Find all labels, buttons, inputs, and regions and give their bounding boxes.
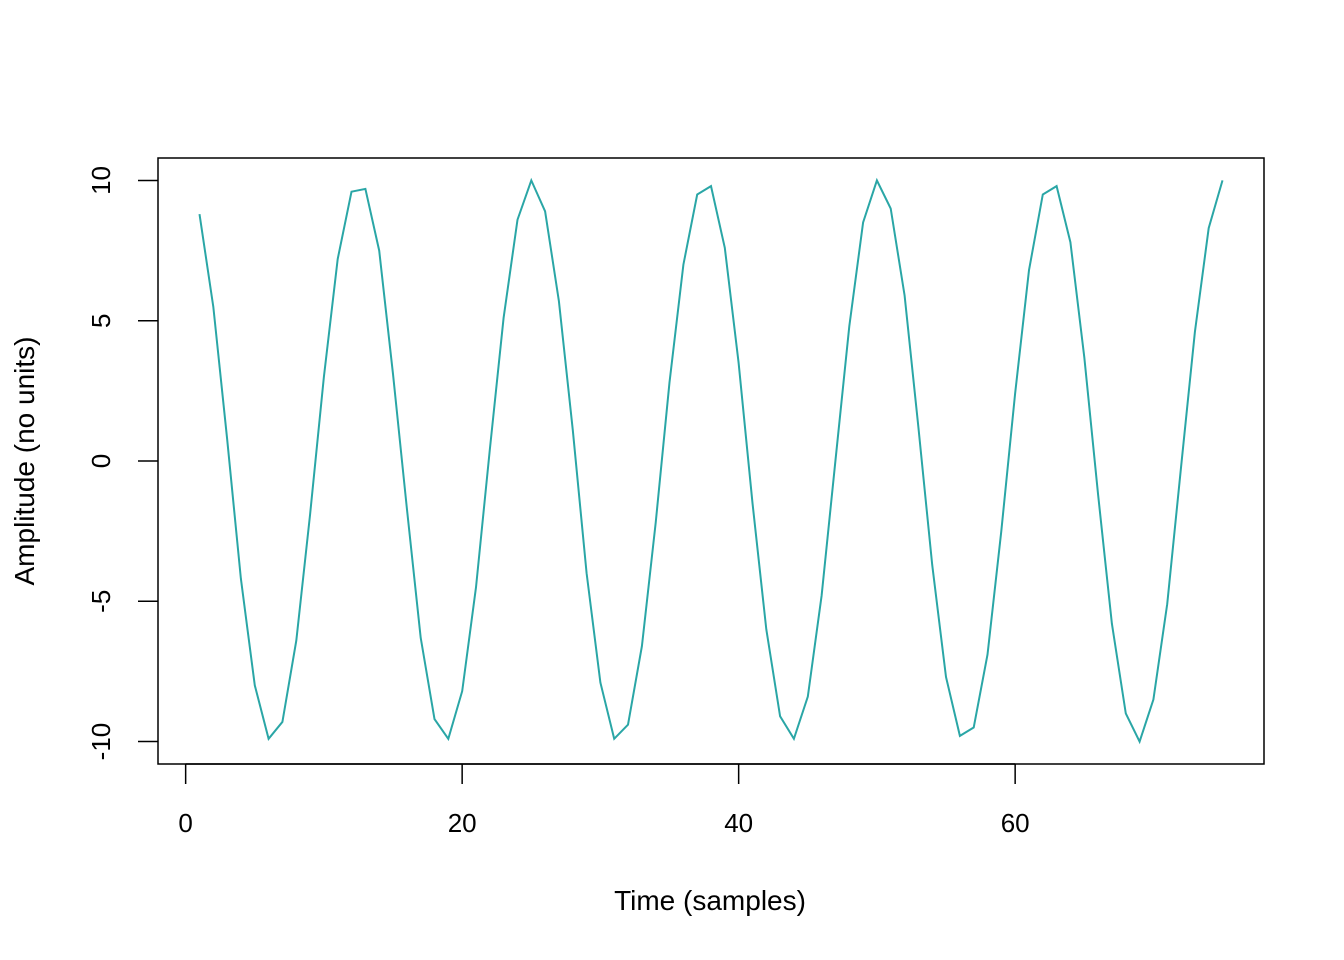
x-axis-title: Time (samples) <box>614 885 806 916</box>
y-tick-label: 10 <box>86 166 116 195</box>
y-tick-label: 5 <box>86 313 116 327</box>
y-axis: -10 -5 0 5 10 <box>86 166 158 760</box>
x-tick-label: 20 <box>448 808 477 838</box>
y-tick-label: -10 <box>86 723 116 761</box>
x-tick-label: 0 <box>178 808 192 838</box>
y-tick-label: 0 <box>86 454 116 468</box>
y-tick-label: -5 <box>86 590 116 613</box>
series-layer <box>198 177 1224 745</box>
x-axis: 0 20 40 60 <box>178 763 1030 838</box>
plot-frame <box>157 157 1265 765</box>
y-axis-title: Amplitude (no units) <box>9 336 40 585</box>
x-tick-label: 60 <box>1001 808 1030 838</box>
series-line-0 <box>198 177 1224 745</box>
x-tick-label: 40 <box>724 808 753 838</box>
